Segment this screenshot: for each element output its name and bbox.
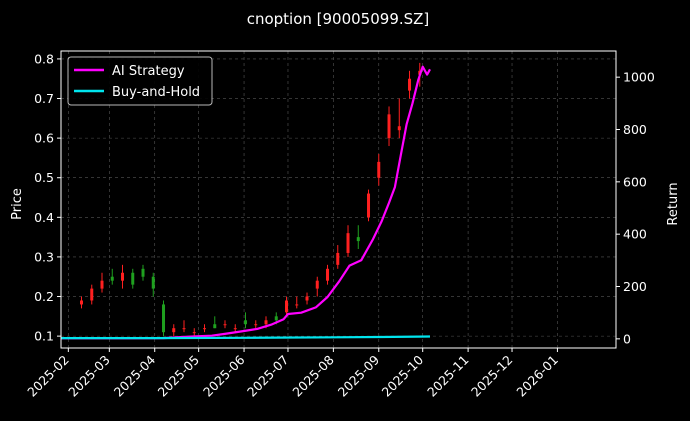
- candle-body: [223, 324, 227, 326]
- candle-body: [285, 300, 289, 313]
- candle-body: [315, 280, 319, 289]
- y-left-tick-label: 0.2: [34, 289, 54, 304]
- candle-body: [151, 276, 155, 289]
- candle-body: [203, 328, 207, 330]
- series-line-buy-and-hold: [61, 335, 431, 340]
- y-left-tick-label: 0.1: [34, 329, 54, 344]
- y-right-tick-label: 800: [623, 122, 647, 137]
- candle-body: [244, 320, 248, 325]
- y-right-tick-label: 0: [623, 331, 631, 346]
- y-axis-right: 0 200 400 600 800 1000: [616, 70, 655, 346]
- y-left-tick-label: 0.3: [34, 249, 54, 264]
- y-left-tick-label: 0.7: [34, 91, 54, 106]
- y-left-tick-label: 0.4: [34, 210, 54, 225]
- series-line-ai-strategy: [61, 65, 431, 340]
- y-left-tick-label: 0.6: [34, 131, 54, 146]
- candle-body: [254, 324, 258, 326]
- candle-body: [233, 328, 237, 330]
- candle-body: [172, 328, 176, 333]
- candle-body: [162, 304, 166, 333]
- candle-body: [295, 304, 299, 306]
- candle-body: [131, 272, 135, 285]
- candle-body: [192, 332, 196, 334]
- candle-body: [141, 268, 145, 277]
- y-right-tick-label: 200: [623, 279, 647, 294]
- candle-body: [182, 328, 186, 330]
- legend: AI Strategy Buy-and-Hold: [67, 56, 213, 106]
- y-right-tick-label: 600: [623, 174, 647, 189]
- candle-body: [90, 288, 94, 301]
- y-left-tick-label: 0.5: [34, 170, 54, 185]
- candle-body: [326, 268, 330, 281]
- candle-body: [367, 193, 371, 218]
- candle-body: [346, 233, 350, 253]
- candle-body: [110, 276, 114, 281]
- candle-body: [305, 296, 309, 301]
- y-axis-left-title: Price: [10, 188, 25, 220]
- candle-body: [274, 316, 278, 321]
- candle-body: [100, 280, 104, 289]
- candle-body: [377, 161, 381, 178]
- candle-body: [397, 126, 401, 131]
- candle-body: [80, 300, 84, 305]
- candle-body: [264, 320, 268, 325]
- legend-label-ai-strategy: AI Strategy: [112, 64, 185, 79]
- y-right-tick-label: 1000: [623, 70, 655, 85]
- candle-body: [408, 78, 412, 91]
- candle-body: [387, 114, 391, 139]
- candles: [80, 62, 422, 337]
- y-axis-left: 0.1 0.2 0.3 0.4 0.5 0.6 0.7 0.8: [34, 51, 61, 344]
- candle-body: [213, 324, 217, 329]
- candle-body: [336, 252, 340, 265]
- candle-body: [356, 237, 360, 242]
- y-axis-right-title: Return: [666, 182, 681, 225]
- legend-label-buy-and-hold: Buy-and-Hold: [112, 85, 200, 100]
- candle-body: [121, 272, 125, 281]
- chart-title: cnoption [90005099.SZ]: [247, 10, 430, 28]
- y-right-tick-label: 400: [623, 227, 647, 242]
- plot-frame: [60, 50, 617, 349]
- y-left-tick-label: 0.8: [34, 51, 54, 66]
- series-lines: [61, 65, 431, 340]
